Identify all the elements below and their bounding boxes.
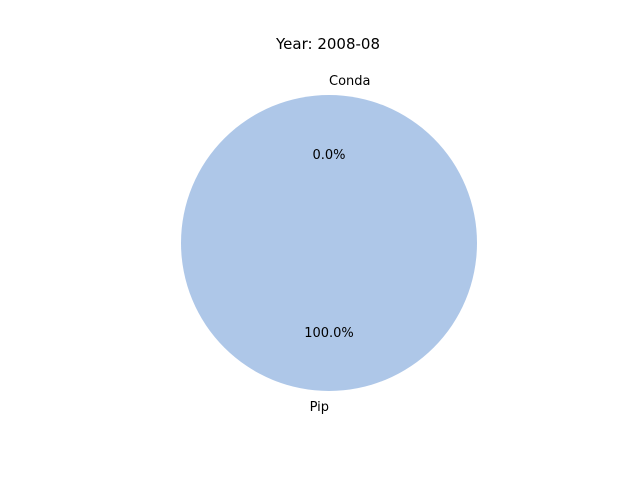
pie-slices [181,95,477,391]
pie-slice-pip [181,95,477,391]
slice-label-conda: Conda [329,74,371,89]
chart-title: Year: 2008-08 [275,35,380,53]
pie-labels: Conda 0.0% Pip 100.0% [304,74,370,415]
slice-label-pip: Pip [310,400,329,415]
slice-percent-pip: 100.0% [304,326,354,341]
slice-percent-conda: 0.0% [312,148,345,163]
